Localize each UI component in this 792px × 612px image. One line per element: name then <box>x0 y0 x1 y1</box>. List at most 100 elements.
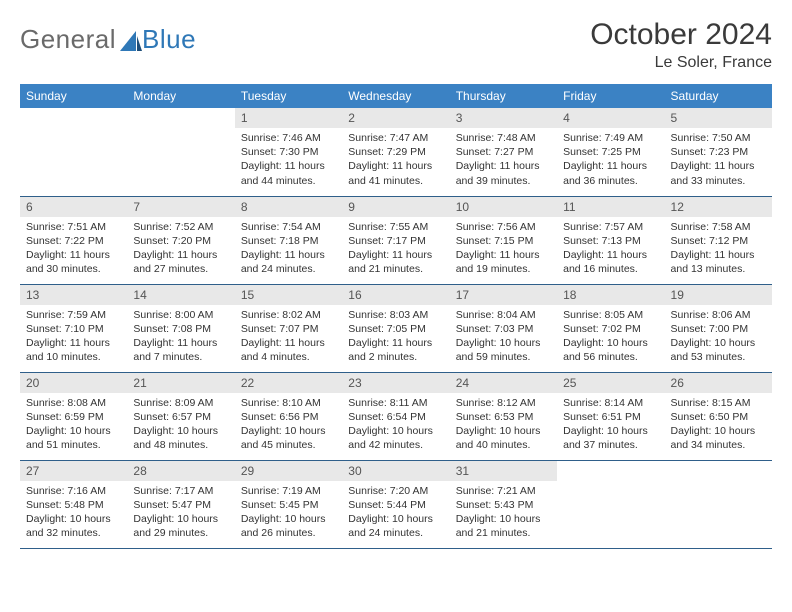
day-details: Sunrise: 7:50 AMSunset: 7:23 PMDaylight:… <box>665 128 772 192</box>
day-details: Sunrise: 8:04 AMSunset: 7:03 PMDaylight:… <box>450 305 557 369</box>
day-number: 17 <box>450 285 557 305</box>
logo-sail-icon <box>120 31 142 51</box>
calendar-body: .. 1Sunrise: 7:46 AMSunset: 7:30 PMDaylig… <box>20 108 772 548</box>
calendar-day: 14Sunrise: 8:00 AMSunset: 7:08 PMDayligh… <box>127 284 234 372</box>
day-details: Sunrise: 8:09 AMSunset: 6:57 PMDaylight:… <box>127 393 234 457</box>
weekday-header: Wednesday <box>342 84 449 108</box>
calendar-row: 27Sunrise: 7:16 AMSunset: 5:48 PMDayligh… <box>20 460 772 548</box>
calendar-day: 29Sunrise: 7:19 AMSunset: 5:45 PMDayligh… <box>235 460 342 548</box>
day-details: Sunrise: 8:08 AMSunset: 6:59 PMDaylight:… <box>20 393 127 457</box>
day-details: Sunrise: 7:57 AMSunset: 7:13 PMDaylight:… <box>557 217 664 281</box>
weekday-header-row: SundayMondayTuesdayWednesdayThursdayFrid… <box>20 84 772 108</box>
calendar-row: 20Sunrise: 8:08 AMSunset: 6:59 PMDayligh… <box>20 372 772 460</box>
day-details: Sunrise: 8:12 AMSunset: 6:53 PMDaylight:… <box>450 393 557 457</box>
calendar-day: 3Sunrise: 7:48 AMSunset: 7:27 PMDaylight… <box>450 108 557 196</box>
day-number: 13 <box>20 285 127 305</box>
day-number: 4 <box>557 108 664 128</box>
calendar-row: 13Sunrise: 7:59 AMSunset: 7:10 PMDayligh… <box>20 284 772 372</box>
day-number: 7 <box>127 197 234 217</box>
day-number: 28 <box>127 461 234 481</box>
day-number: 6 <box>20 197 127 217</box>
logo: General Blue <box>20 18 196 55</box>
calendar-day: 22Sunrise: 8:10 AMSunset: 6:56 PMDayligh… <box>235 372 342 460</box>
day-number: 1 <box>235 108 342 128</box>
day-details: Sunrise: 8:03 AMSunset: 7:05 PMDaylight:… <box>342 305 449 369</box>
day-number: 30 <box>342 461 449 481</box>
day-details: Sunrise: 7:48 AMSunset: 7:27 PMDaylight:… <box>450 128 557 192</box>
calendar-day: 8Sunrise: 7:54 AMSunset: 7:18 PMDaylight… <box>235 196 342 284</box>
day-number: 16 <box>342 285 449 305</box>
day-number: 14 <box>127 285 234 305</box>
day-number: 5 <box>665 108 772 128</box>
day-number: 27 <box>20 461 127 481</box>
calendar-day: 27Sunrise: 7:16 AMSunset: 5:48 PMDayligh… <box>20 460 127 548</box>
day-number: 31 <box>450 461 557 481</box>
day-number: 15 <box>235 285 342 305</box>
day-number: 12 <box>665 197 772 217</box>
calendar-day: 21Sunrise: 8:09 AMSunset: 6:57 PMDayligh… <box>127 372 234 460</box>
calendar-day: 28Sunrise: 7:17 AMSunset: 5:47 PMDayligh… <box>127 460 234 548</box>
day-number: 9 <box>342 197 449 217</box>
day-number: 23 <box>342 373 449 393</box>
day-details: Sunrise: 7:17 AMSunset: 5:47 PMDaylight:… <box>127 481 234 545</box>
day-details: Sunrise: 7:58 AMSunset: 7:12 PMDaylight:… <box>665 217 772 281</box>
day-number: 20 <box>20 373 127 393</box>
day-details: Sunrise: 7:49 AMSunset: 7:25 PMDaylight:… <box>557 128 664 192</box>
day-details: Sunrise: 8:02 AMSunset: 7:07 PMDaylight:… <box>235 305 342 369</box>
weekday-header: Thursday <box>450 84 557 108</box>
day-details: Sunrise: 7:19 AMSunset: 5:45 PMDaylight:… <box>235 481 342 545</box>
calendar-day: 30Sunrise: 7:20 AMSunset: 5:44 PMDayligh… <box>342 460 449 548</box>
day-details: Sunrise: 8:14 AMSunset: 6:51 PMDaylight:… <box>557 393 664 457</box>
day-details: Sunrise: 7:52 AMSunset: 7:20 PMDaylight:… <box>127 217 234 281</box>
day-number: 2 <box>342 108 449 128</box>
calendar-day: 20Sunrise: 8:08 AMSunset: 6:59 PMDayligh… <box>20 372 127 460</box>
day-number: 29 <box>235 461 342 481</box>
day-details: Sunrise: 7:46 AMSunset: 7:30 PMDaylight:… <box>235 128 342 192</box>
calendar-day: 16Sunrise: 8:03 AMSunset: 7:05 PMDayligh… <box>342 284 449 372</box>
calendar-day: 15Sunrise: 8:02 AMSunset: 7:07 PMDayligh… <box>235 284 342 372</box>
day-details: Sunrise: 8:15 AMSunset: 6:50 PMDaylight:… <box>665 393 772 457</box>
day-details: Sunrise: 7:21 AMSunset: 5:43 PMDaylight:… <box>450 481 557 545</box>
page-header: General Blue October 2024 Le Soler, Fran… <box>20 18 772 72</box>
calendar-day: 10Sunrise: 7:56 AMSunset: 7:15 PMDayligh… <box>450 196 557 284</box>
day-details: Sunrise: 7:20 AMSunset: 5:44 PMDaylight:… <box>342 481 449 545</box>
day-details: Sunrise: 7:47 AMSunset: 7:29 PMDaylight:… <box>342 128 449 192</box>
day-number: 25 <box>557 373 664 393</box>
logo-text-1: General <box>20 24 116 55</box>
day-details: Sunrise: 7:56 AMSunset: 7:15 PMDaylight:… <box>450 217 557 281</box>
day-details: Sunrise: 8:00 AMSunset: 7:08 PMDaylight:… <box>127 305 234 369</box>
day-number: 19 <box>665 285 772 305</box>
day-details: Sunrise: 7:59 AMSunset: 7:10 PMDaylight:… <box>20 305 127 369</box>
calendar-day: 11Sunrise: 7:57 AMSunset: 7:13 PMDayligh… <box>557 196 664 284</box>
day-number: 10 <box>450 197 557 217</box>
day-number: 22 <box>235 373 342 393</box>
day-details: Sunrise: 7:16 AMSunset: 5:48 PMDaylight:… <box>20 481 127 545</box>
calendar-day: 19Sunrise: 8:06 AMSunset: 7:00 PMDayligh… <box>665 284 772 372</box>
calendar-row: ..1Sunrise: 7:46 AMSunset: 7:30 PMDaylig… <box>20 108 772 196</box>
calendar-empty: . <box>20 108 127 196</box>
weekday-header: Friday <box>557 84 664 108</box>
title-block: October 2024 Le Soler, France <box>590 18 772 72</box>
day-number: 8 <box>235 197 342 217</box>
calendar-day: 6Sunrise: 7:51 AMSunset: 7:22 PMDaylight… <box>20 196 127 284</box>
calendar-day: 24Sunrise: 8:12 AMSunset: 6:53 PMDayligh… <box>450 372 557 460</box>
calendar-day: 9Sunrise: 7:55 AMSunset: 7:17 PMDaylight… <box>342 196 449 284</box>
weekday-header: Tuesday <box>235 84 342 108</box>
calendar-day: 2Sunrise: 7:47 AMSunset: 7:29 PMDaylight… <box>342 108 449 196</box>
calendar-day: 4Sunrise: 7:49 AMSunset: 7:25 PMDaylight… <box>557 108 664 196</box>
logo-text-2: Blue <box>142 24 196 55</box>
calendar-day: 7Sunrise: 7:52 AMSunset: 7:20 PMDaylight… <box>127 196 234 284</box>
calendar-day: 13Sunrise: 7:59 AMSunset: 7:10 PMDayligh… <box>20 284 127 372</box>
day-number: 18 <box>557 285 664 305</box>
calendar-empty: . <box>665 460 772 548</box>
calendar-table: SundayMondayTuesdayWednesdayThursdayFrid… <box>20 84 772 549</box>
page-subtitle: Le Soler, France <box>590 54 772 72</box>
day-details: Sunrise: 8:10 AMSunset: 6:56 PMDaylight:… <box>235 393 342 457</box>
calendar-empty: . <box>557 460 664 548</box>
day-number: 24 <box>450 373 557 393</box>
calendar-day: 5Sunrise: 7:50 AMSunset: 7:23 PMDaylight… <box>665 108 772 196</box>
calendar-page: General Blue October 2024 Le Soler, Fran… <box>0 0 792 559</box>
day-details: Sunrise: 7:54 AMSunset: 7:18 PMDaylight:… <box>235 217 342 281</box>
calendar-day: 1Sunrise: 7:46 AMSunset: 7:30 PMDaylight… <box>235 108 342 196</box>
page-title: October 2024 <box>590 18 772 52</box>
